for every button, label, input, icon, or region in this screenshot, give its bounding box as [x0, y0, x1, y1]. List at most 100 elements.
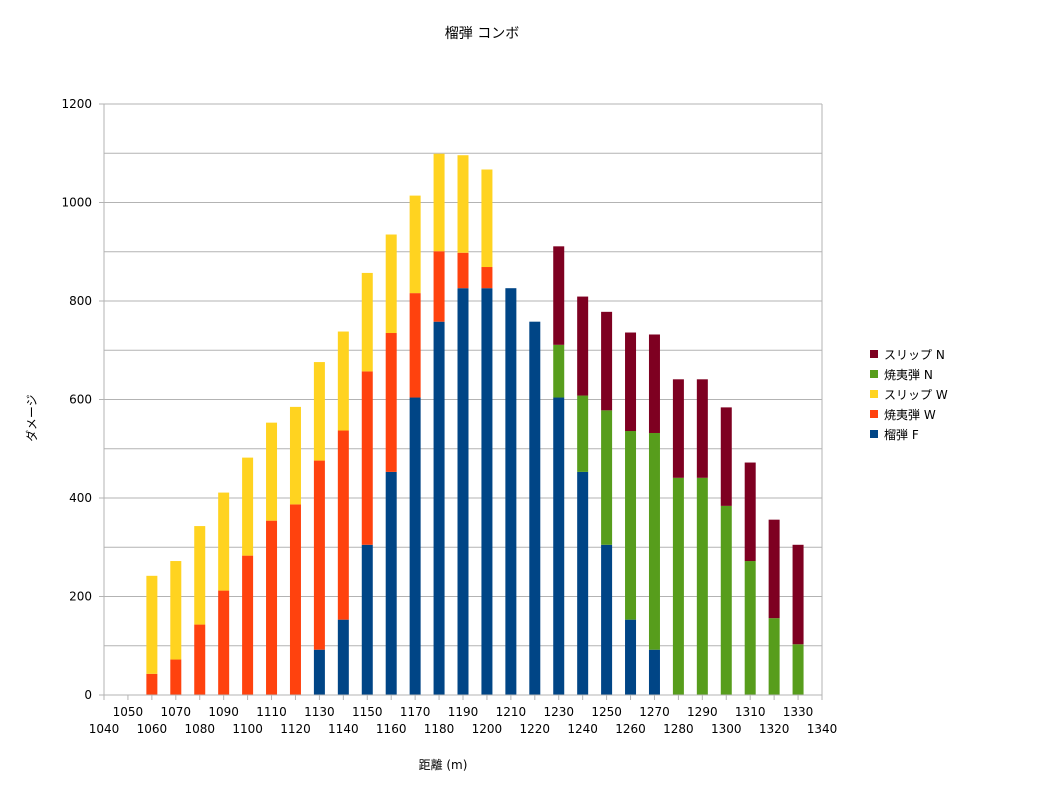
- x-tick-label: 1230: [543, 705, 574, 719]
- x-tick-label: 1150: [352, 705, 383, 719]
- y-tick-label: 600: [69, 393, 92, 407]
- x-tick-label: 1050: [113, 705, 144, 719]
- bar-segment: [242, 555, 254, 695]
- bar-segment: [672, 379, 684, 478]
- y-tick-label: 800: [69, 294, 92, 308]
- x-tick-label: 1250: [591, 705, 622, 719]
- x-tick-label: 1160: [376, 722, 407, 736]
- x-tick-label: 1270: [639, 705, 670, 719]
- y-tick-label: 1000: [61, 196, 92, 210]
- x-tick-label: 1190: [448, 705, 479, 719]
- bar-segment: [218, 590, 230, 695]
- bar-segment: [720, 505, 732, 695]
- bar-segment: [601, 311, 613, 411]
- bar-segment: [457, 252, 469, 289]
- bar-segment: [529, 321, 541, 695]
- bar-segment: [194, 624, 206, 695]
- y-tick-labels: 0 200 400 600 800 1000 1200: [61, 97, 92, 702]
- x-tick-label: 1070: [161, 705, 192, 719]
- bar-segment: [289, 406, 301, 505]
- bar-segment: [433, 251, 445, 322]
- x-tick-labels: 1040 1050 1060 1070 1080 1090 1100 1110 1120 1130…: [89, 705, 838, 736]
- bar-segment: [361, 544, 373, 695]
- bar-segment: [577, 471, 589, 695]
- bar-segment: [289, 504, 301, 695]
- x-tick-label: 1300: [711, 722, 742, 736]
- bar-segment: [194, 526, 206, 625]
- bar-segment: [313, 649, 325, 695]
- bar-segment: [625, 431, 637, 620]
- y-tick-label: 200: [69, 590, 92, 604]
- bar-segment: [648, 649, 660, 695]
- legend-label: スリップ N: [884, 348, 945, 362]
- bar-segment: [648, 334, 660, 433]
- x-tick-label: 1120: [280, 722, 311, 736]
- bar-segment: [720, 407, 732, 506]
- bar-segment: [337, 619, 349, 695]
- x-tick-label: 1310: [735, 705, 766, 719]
- bar-segment: [505, 288, 517, 695]
- bar-segment: [385, 333, 397, 472]
- x-tick-label: 1080: [184, 722, 215, 736]
- x-tick-label: 1060: [137, 722, 168, 736]
- bar-segment: [433, 153, 445, 252]
- x-tick-label: 1110: [256, 705, 287, 719]
- bar-segment: [361, 272, 373, 372]
- bar-segment: [457, 155, 469, 253]
- bar-segment: [648, 432, 660, 650]
- legend-label: 焼夷弾 W: [884, 407, 936, 422]
- bar-segment: [696, 379, 708, 478]
- x-tick-label: 1280: [663, 722, 694, 736]
- bar-segment: [577, 395, 589, 472]
- bar-segment: [601, 410, 613, 545]
- bar-segment: [792, 544, 804, 645]
- x-tick-label: 1320: [759, 722, 790, 736]
- legend-swatch: [870, 390, 878, 398]
- x-tick-label: 1290: [687, 705, 718, 719]
- x-tick-label: 1040: [89, 722, 120, 736]
- legend-label: スリップ W: [884, 388, 948, 402]
- bar-segment: [481, 169, 493, 268]
- legend-swatch: [870, 370, 878, 378]
- y-tick-label: 0: [84, 688, 92, 702]
- y-tick-label: 1200: [61, 97, 92, 111]
- bar-segment: [792, 644, 804, 695]
- x-tick-label: 1090: [208, 705, 239, 719]
- bar-segment: [313, 460, 325, 650]
- legend-swatch: [870, 430, 878, 438]
- bar-segment: [218, 492, 230, 591]
- bar-segment: [481, 267, 493, 289]
- bar-segment: [385, 234, 397, 334]
- bar-segment: [625, 619, 637, 695]
- bar-segment: [768, 519, 780, 619]
- bar-segment: [337, 331, 349, 431]
- bars: [146, 153, 804, 695]
- y-axis-title: ダメージ: [24, 394, 39, 441]
- x-tick-label: 1200: [472, 722, 503, 736]
- bar-segment: [409, 293, 421, 398]
- bar-segment: [744, 462, 756, 562]
- bar-segment: [433, 321, 445, 695]
- bar-segment: [361, 371, 373, 545]
- x-tick-label: 1330: [783, 705, 814, 719]
- bar-segment: [625, 332, 637, 432]
- bar-segment: [457, 288, 469, 695]
- chart-title: 榴弾 コンボ: [445, 26, 519, 42]
- x-tick-label: 1340: [807, 722, 838, 736]
- bar-segment: [146, 673, 158, 695]
- bar-segment: [337, 430, 349, 620]
- x-axis-title: 距離 (m): [419, 758, 468, 772]
- x-tick-label: 1170: [400, 705, 431, 719]
- bar-segment: [146, 575, 158, 674]
- x-tick-label: 1240: [567, 722, 598, 736]
- bar-segment: [266, 422, 278, 521]
- bar-segment: [553, 397, 565, 695]
- bar-segment: [768, 618, 780, 695]
- x-tick-label: 1260: [615, 722, 646, 736]
- x-tick-label: 1140: [328, 722, 359, 736]
- bar-segment: [553, 344, 565, 398]
- x-tick-label: 1220: [520, 722, 551, 736]
- legend-label: 榴弾 F: [884, 428, 919, 442]
- x-tick-label: 1100: [232, 722, 263, 736]
